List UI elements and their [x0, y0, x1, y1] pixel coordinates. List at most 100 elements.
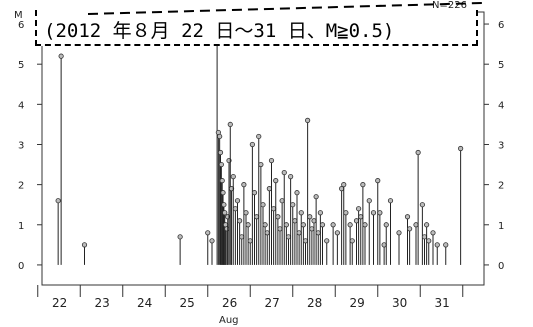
event-marker: [353, 218, 360, 224]
event-marker: [343, 210, 349, 216]
chart-stems: [55, 17, 464, 265]
event-marker: [221, 202, 227, 208]
event-marker: [458, 145, 464, 152]
x-day-label: 24: [137, 296, 152, 310]
event-marker: [224, 226, 230, 232]
event-marker: [249, 141, 255, 148]
event-marker: [311, 218, 317, 224]
x-day-label: 27: [265, 296, 280, 310]
y-tick-label-right: 2: [498, 181, 504, 192]
event-marker: [260, 202, 266, 208]
event-marker: [217, 133, 223, 140]
event-marker: [404, 214, 411, 220]
event-marker: [317, 210, 323, 216]
event-marker: [362, 222, 368, 228]
event-marker: [258, 161, 264, 168]
event-marker: [251, 190, 258, 196]
event-marker: [222, 210, 228, 216]
event-marker: [217, 149, 224, 156]
event-marker: [275, 214, 281, 220]
event-marker: [419, 202, 425, 208]
event-marker: [324, 238, 330, 244]
event-marker: [294, 190, 300, 196]
event-marker: [273, 178, 279, 184]
event-marker: [220, 190, 226, 196]
x-day-label: 26: [222, 296, 237, 310]
event-marker: [421, 234, 428, 240]
event-marker: [218, 161, 224, 168]
event-marker: [443, 242, 449, 248]
y-tick-label-left: 1: [18, 221, 24, 232]
event-marker: [264, 230, 270, 236]
x-day-label: 28: [307, 296, 322, 310]
event-marker: [360, 182, 366, 188]
y-tick-label-left: 0: [18, 261, 24, 272]
x-day-label: 25: [180, 296, 195, 310]
event-marker: [396, 230, 402, 236]
event-marker: [334, 230, 340, 236]
event-marker: [230, 174, 236, 180]
event-marker: [358, 214, 364, 220]
event-marker: [243, 210, 249, 216]
y-tick-label-left: 6: [18, 20, 24, 31]
event-marker: [283, 222, 289, 228]
event-marker: [426, 238, 432, 244]
event-marker: [424, 222, 430, 228]
event-marker: [387, 198, 394, 204]
event-marker: [247, 238, 253, 244]
y-tick-label-left: 2: [18, 181, 24, 192]
event-marker: [313, 194, 319, 200]
event-marker: [370, 210, 377, 216]
event-marker: [347, 222, 353, 228]
event-marker: [375, 178, 381, 184]
event-marker: [309, 226, 315, 232]
event-marker: [205, 230, 211, 236]
y-tick-label-left: 4: [18, 100, 24, 111]
event-marker: [366, 198, 372, 204]
event-marker: [227, 121, 233, 128]
event-marker: [377, 210, 383, 216]
count-label: N=226: [432, 0, 467, 11]
event-marker: [285, 234, 292, 240]
y-tick-label-right: 1: [498, 221, 504, 232]
event-marker: [281, 169, 287, 176]
y-tick-label-right: 4: [498, 100, 504, 111]
event-marker: [277, 226, 283, 232]
x-day-label: 30: [392, 296, 407, 310]
chart-title: (2012 年８月 22 日〜31 日、M≧0.5): [44, 20, 395, 42]
y-tick-label-left: 5: [18, 60, 24, 71]
event-marker: [219, 178, 225, 184]
event-marker: [298, 210, 304, 216]
x-day-label: 23: [95, 296, 110, 310]
event-marker: [279, 198, 285, 204]
x-day-label: 22: [52, 296, 67, 310]
event-marker: [307, 214, 313, 220]
event-marker: [434, 242, 440, 248]
event-marker: [262, 222, 268, 228]
event-marker: [292, 218, 298, 224]
y-tick-label-right: 0: [498, 261, 504, 272]
event-marker: [356, 206, 362, 212]
y-tick-label-right: 6: [498, 20, 504, 31]
event-marker: [234, 198, 241, 204]
x-axis-label: Aug: [219, 315, 239, 326]
y-axis-label: M: [14, 10, 23, 21]
event-marker: [254, 214, 260, 220]
event-marker: [383, 222, 389, 228]
event-marker: [296, 230, 302, 236]
y-tick-label-right: 5: [498, 60, 504, 71]
event-marker: [290, 202, 296, 208]
event-marker: [330, 222, 336, 228]
event-marker: [177, 234, 183, 240]
event-marker: [381, 242, 387, 248]
title-box-dashed-top: [88, 2, 483, 15]
event-marker: [58, 53, 64, 59]
event-marker: [349, 238, 355, 244]
y-tick-label-left: 3: [18, 140, 24, 151]
event-marker: [341, 182, 347, 188]
event-marker: [245, 222, 251, 228]
event-marker: [302, 238, 309, 244]
x-day-label: 29: [350, 296, 365, 310]
